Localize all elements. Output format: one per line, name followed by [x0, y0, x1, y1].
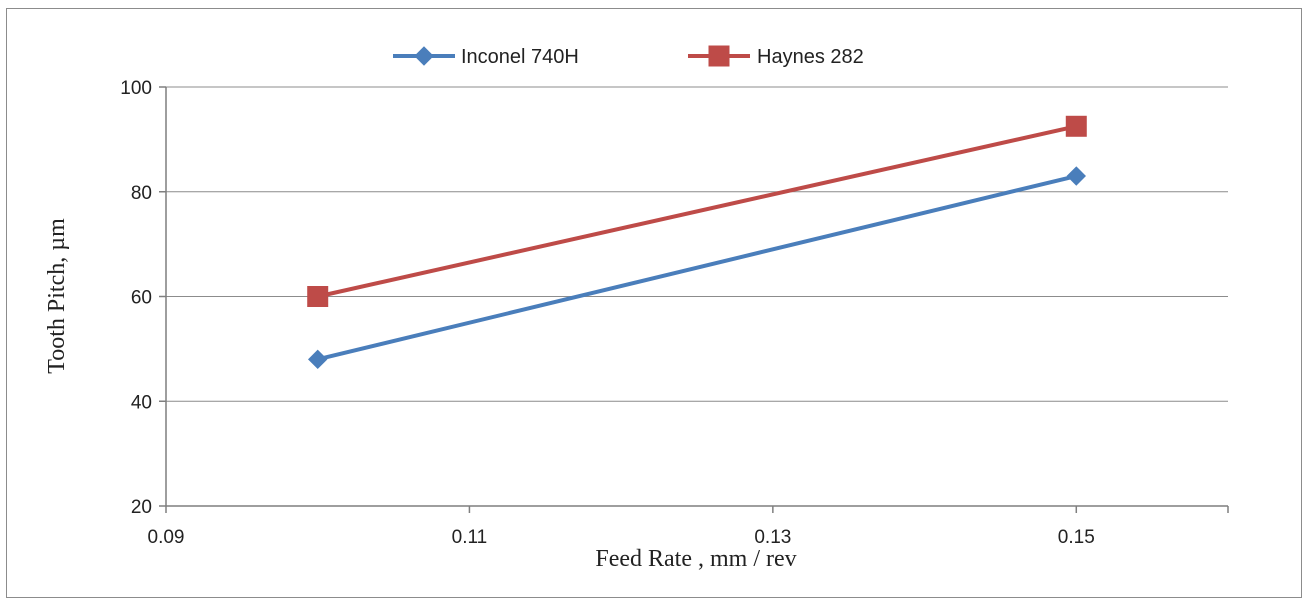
series-line [317, 124, 1077, 299]
series [307, 115, 1087, 370]
tick-labels: 20 40 60 80 100 0.09 0.11 0.13 0.15 [120, 78, 1229, 548]
y-tick-label: 20 [131, 497, 152, 518]
data-point [1066, 166, 1086, 186]
gridlines [166, 86, 1228, 402]
data-point [308, 349, 328, 370]
series-haynes-282 [307, 115, 1087, 307]
series-line [317, 174, 1077, 362]
legend-label: Inconel 740H [461, 46, 579, 68]
legend: Inconel 740H Haynes 282 [393, 45, 864, 68]
x-axis-title: Feed Rate , mm / rev [595, 546, 796, 572]
y-axis-title: Tooth Pitch, µm [44, 218, 70, 374]
data-point [1065, 115, 1087, 137]
legend-marker [414, 46, 434, 66]
legend-label: Haynes 282 [757, 46, 864, 68]
x-tick-label: 0.15 [1058, 527, 1095, 548]
y-tick-label: 60 [131, 288, 152, 309]
x-tick-label: 0.11 [452, 527, 488, 548]
y-tick-label: 40 [131, 392, 152, 413]
legend-item: Haynes 282 [688, 45, 864, 68]
x-tick-label: 0.09 [148, 527, 185, 548]
data-point [307, 286, 329, 307]
legend-item: Inconel 740H [393, 46, 579, 68]
y-tick-label: 100 [120, 78, 152, 99]
series-inconel-740h [308, 166, 1086, 370]
chart-frame [6, 8, 1302, 598]
y-tick-label: 80 [131, 183, 152, 204]
legend-marker [708, 45, 730, 67]
x-tick-label: 0.13 [754, 527, 791, 548]
